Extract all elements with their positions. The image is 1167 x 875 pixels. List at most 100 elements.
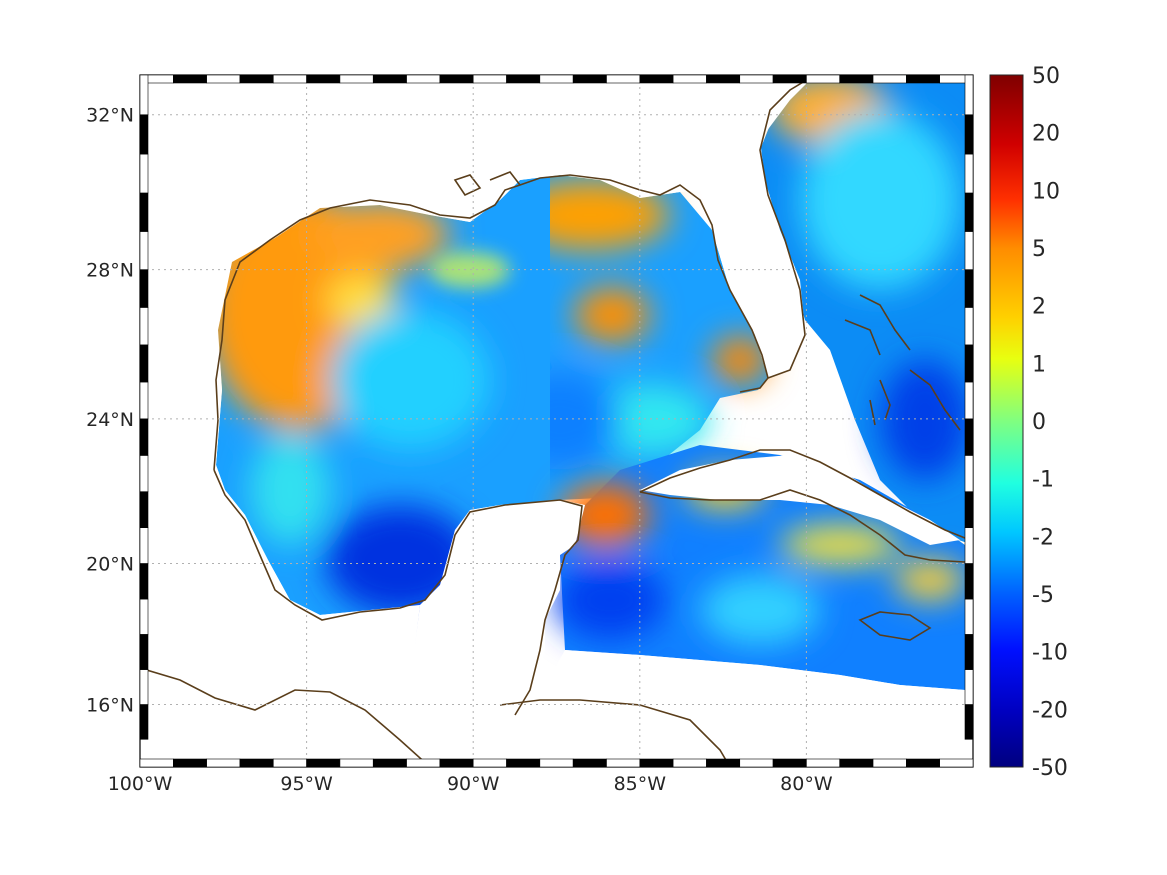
zebra-right-segment	[964, 563, 974, 600]
zebra-right-segment	[964, 192, 974, 232]
zebra-top-segment	[206, 74, 241, 84]
zebra-right-segment	[964, 634, 974, 670]
colorbar-label: 50	[1032, 64, 1060, 89]
zebra-left-segment	[139, 634, 149, 670]
zebra-bottom-segment	[239, 758, 274, 768]
zebra-bottom-segment	[639, 758, 674, 768]
zebra-right-segment	[964, 491, 974, 529]
zebra-bottom-segment	[606, 758, 641, 768]
zebra-right-segment	[964, 344, 974, 383]
zebra-right-segment	[964, 527, 974, 564]
southern-caribbean-land	[500, 650, 973, 767]
zebra-left-segment	[139, 344, 149, 383]
colorbar-label: -50	[1032, 756, 1068, 781]
zebra-left-segment	[139, 704, 149, 740]
zebra-bottom-segment	[872, 758, 907, 768]
caribbean-deep-blue	[555, 560, 665, 640]
jamaica-coastline	[858, 611, 932, 641]
jamaica-east-yellow	[895, 560, 965, 600]
zebra-top-segment	[239, 74, 274, 84]
zebra-right-segment	[964, 114, 974, 155]
lat-tick-label: 16°N	[86, 695, 134, 717]
cuba-land	[640, 455, 960, 545]
zebra-right-segment	[964, 74, 974, 116]
zebra-top-segment	[872, 74, 907, 84]
zebra-top-segment	[806, 74, 841, 84]
zebra-right-segment	[964, 269, 974, 308]
gulf-field	[205, 175, 768, 615]
eastern-gulf-orange-eddy	[574, 287, 650, 343]
zebra-top-segment	[339, 74, 374, 84]
florida-atlantic-coastline	[759, 75, 816, 379]
zebra-top-segment	[639, 74, 674, 84]
zebra-top-segment	[672, 74, 707, 84]
zebra-bottom-segment	[906, 758, 940, 768]
lon-tick-label: 85°W	[614, 773, 667, 795]
zebra-left-segment	[139, 563, 149, 600]
colorbar-label: 1	[1032, 352, 1046, 377]
yucatan-channel-warm	[560, 483, 650, 547]
zebra-left-segment	[139, 455, 149, 492]
zebra-left-segment	[139, 74, 149, 116]
zebra-left-segment	[139, 418, 149, 456]
zebra-top-segment	[706, 74, 741, 84]
zebra-bottom-segment	[206, 758, 241, 768]
zebra-top-segment	[739, 74, 774, 84]
zebra-right-segment	[964, 598, 974, 635]
zebra-left-segment	[139, 491, 149, 529]
zebra-left-segment	[139, 269, 149, 308]
lat-tick-label: 32°N	[86, 105, 134, 127]
zebra-top-segment	[306, 74, 341, 84]
zebra-right-segment	[964, 669, 974, 705]
cuba-coastline	[639, 449, 971, 563]
central-america-coastline	[140, 667, 431, 767]
colorbar-label: -1	[1032, 468, 1054, 493]
bahamas-deep-blue	[880, 360, 970, 480]
zebra-left-segment	[139, 307, 149, 346]
atlantic-field	[760, 75, 973, 545]
zebra-bottom-segment	[572, 758, 607, 768]
zebra-bottom-segment	[772, 758, 807, 768]
zebra-left-segment	[139, 381, 149, 420]
zebra-top-segment	[572, 74, 607, 84]
caribbean-cyan	[700, 575, 820, 645]
zebra-left-segment	[139, 527, 149, 564]
colorbar-label: 20	[1032, 122, 1060, 147]
zebra-bottom-segment	[739, 758, 774, 768]
zebra-bottom-segment	[306, 758, 341, 768]
zebra-bottom-segment	[839, 758, 874, 768]
zebra-bottom-segment	[372, 758, 407, 768]
zebra-bottom-segment	[506, 758, 541, 768]
longitude-labels: 100°W 95°W 90°W 85°W 80°W	[108, 773, 833, 795]
mississippi-delta-coastline	[453, 171, 521, 197]
zebra-right-segment	[964, 704, 974, 740]
zebra-bottom-segment	[339, 758, 374, 768]
colorbar-label: 10	[1032, 179, 1060, 204]
zebra-top-segment	[906, 74, 940, 84]
zebra-top-segment	[506, 74, 541, 84]
zebra-bottom-segment	[672, 758, 707, 768]
zebra-bottom-segment	[939, 758, 974, 768]
lon-tick-label: 80°W	[780, 773, 833, 795]
mexico-land	[140, 75, 560, 767]
zebra-left-segment	[139, 669, 149, 705]
lon-tick-label: 100°W	[108, 773, 173, 795]
florida-shelf-warm	[712, 336, 768, 384]
latitude-labels: 32°N 28°N 24°N 20°N 16°N	[86, 105, 134, 717]
zebra-bottom-segment	[806, 758, 841, 768]
zebra-right-segment	[964, 455, 974, 492]
zebra-border	[139, 74, 974, 768]
zebra-left-segment	[139, 153, 149, 194]
zebra-right-segment	[964, 381, 974, 420]
north-texas-shelf-warm	[310, 200, 450, 270]
zebra-top-segment	[372, 74, 407, 84]
zebra-bottom-segment	[272, 758, 307, 768]
zebra-bottom-segment	[539, 758, 574, 768]
zebra-bottom-segment	[406, 758, 441, 768]
colorbar-label: 2	[1032, 295, 1046, 320]
mid-gulf-blue	[550, 370, 620, 470]
lon-tick-label: 95°W	[280, 773, 333, 795]
data-field	[205, 75, 973, 690]
